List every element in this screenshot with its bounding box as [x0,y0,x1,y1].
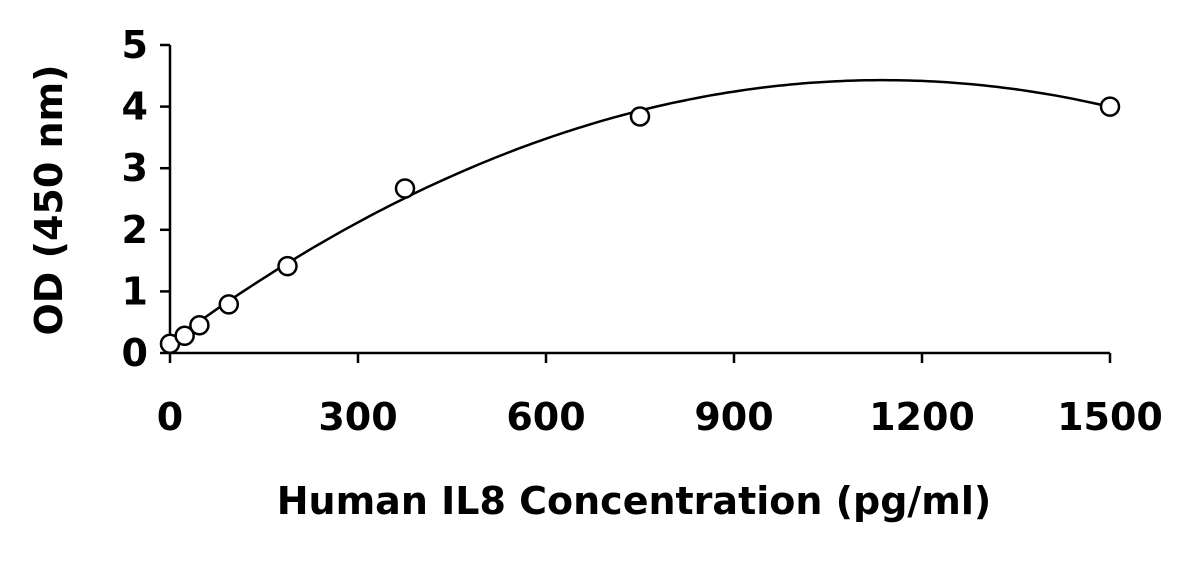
y-tick-label: 2 [122,208,148,252]
data-point [218,294,240,315]
x-tick-label: 300 [318,395,397,439]
data-point [277,255,298,277]
x-tick-label: 900 [694,395,773,439]
x-tick-label: 0 [157,395,183,439]
data-points [159,96,1121,355]
y-tick-label: 3 [122,146,148,190]
data-point [629,106,651,127]
y-axis-title: OD (450 nm) [27,64,71,335]
y-tick-label: 5 [122,23,148,67]
axes: 0 1 2 3 4 5 0 300 600 900 1200 1500 [122,23,1163,439]
y-tick-label: 0 [122,331,148,375]
x-tick-label: 1200 [869,395,975,439]
x-tick-label: 1500 [1057,395,1163,439]
data-point [189,315,210,336]
x-tick-label: 600 [506,395,585,439]
y-tick-label: 4 [122,85,148,129]
data-point [394,178,416,199]
data-point [174,325,195,347]
data-point [1099,96,1121,117]
y-tick-label: 1 [122,269,148,313]
x-axis-title: Human IL8 Concentration (pg/ml) [277,479,992,523]
